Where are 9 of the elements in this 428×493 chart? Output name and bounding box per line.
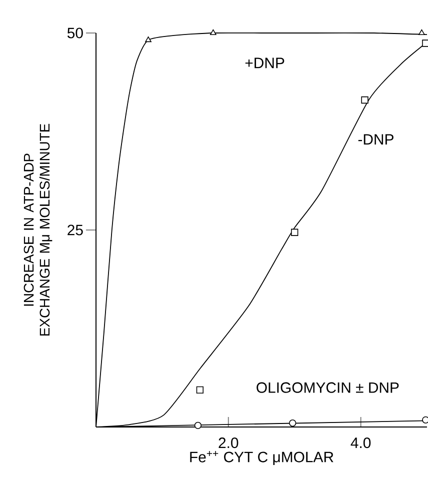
- x-tick-label: 2.0: [218, 438, 238, 448]
- x-tick-label: 4.0: [350, 438, 371, 448]
- text: +DNP: [245, 58, 284, 68]
- x-axis-title: Fe$^{++}$ CYT C μMOLAR: [190, 450, 334, 466]
- text: -DNP: [358, 134, 394, 145]
- y-tick-label: 50: [67, 28, 83, 38]
- y-tick-label: 25: [68, 224, 83, 236]
- y-axis-title: INCREASE IN ATP-ADP EXCHANGE Mμ MOLES/MINUTE: [24, 124, 52, 336]
- text: OLIGOMYCIN ± DNP: [256, 382, 399, 393]
